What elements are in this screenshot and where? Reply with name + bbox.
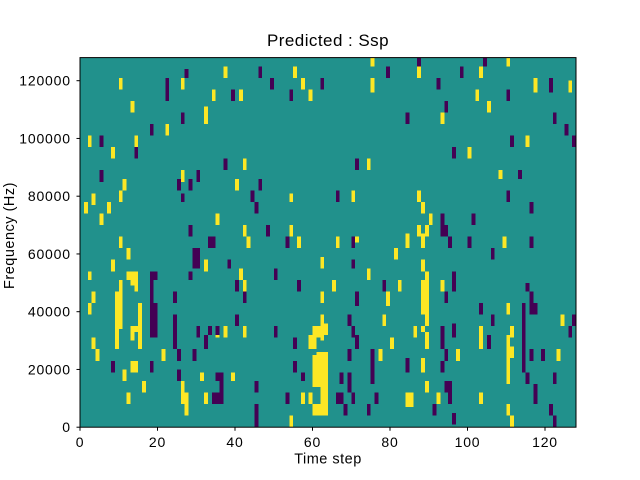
svg-text:20: 20	[149, 434, 166, 450]
svg-text:0: 0	[62, 419, 71, 435]
svg-text:60: 60	[304, 434, 321, 450]
svg-text:120000: 120000	[19, 73, 71, 89]
svg-text:20000: 20000	[28, 361, 71, 377]
svg-text:120: 120	[532, 434, 558, 450]
svg-text:Frequency (Hz): Frequency (Hz)	[2, 182, 18, 289]
svg-text:80000: 80000	[28, 188, 71, 204]
svg-text:100: 100	[455, 434, 481, 450]
svg-text:40000: 40000	[28, 304, 71, 320]
svg-text:Predicted : Ssp: Predicted : Ssp	[267, 31, 389, 50]
svg-text:0: 0	[76, 434, 85, 450]
svg-text:60000: 60000	[28, 246, 71, 262]
svg-text:80: 80	[381, 434, 398, 450]
svg-text:40: 40	[226, 434, 243, 450]
svg-text:100000: 100000	[19, 130, 71, 146]
svg-text:Time step: Time step	[294, 452, 362, 468]
